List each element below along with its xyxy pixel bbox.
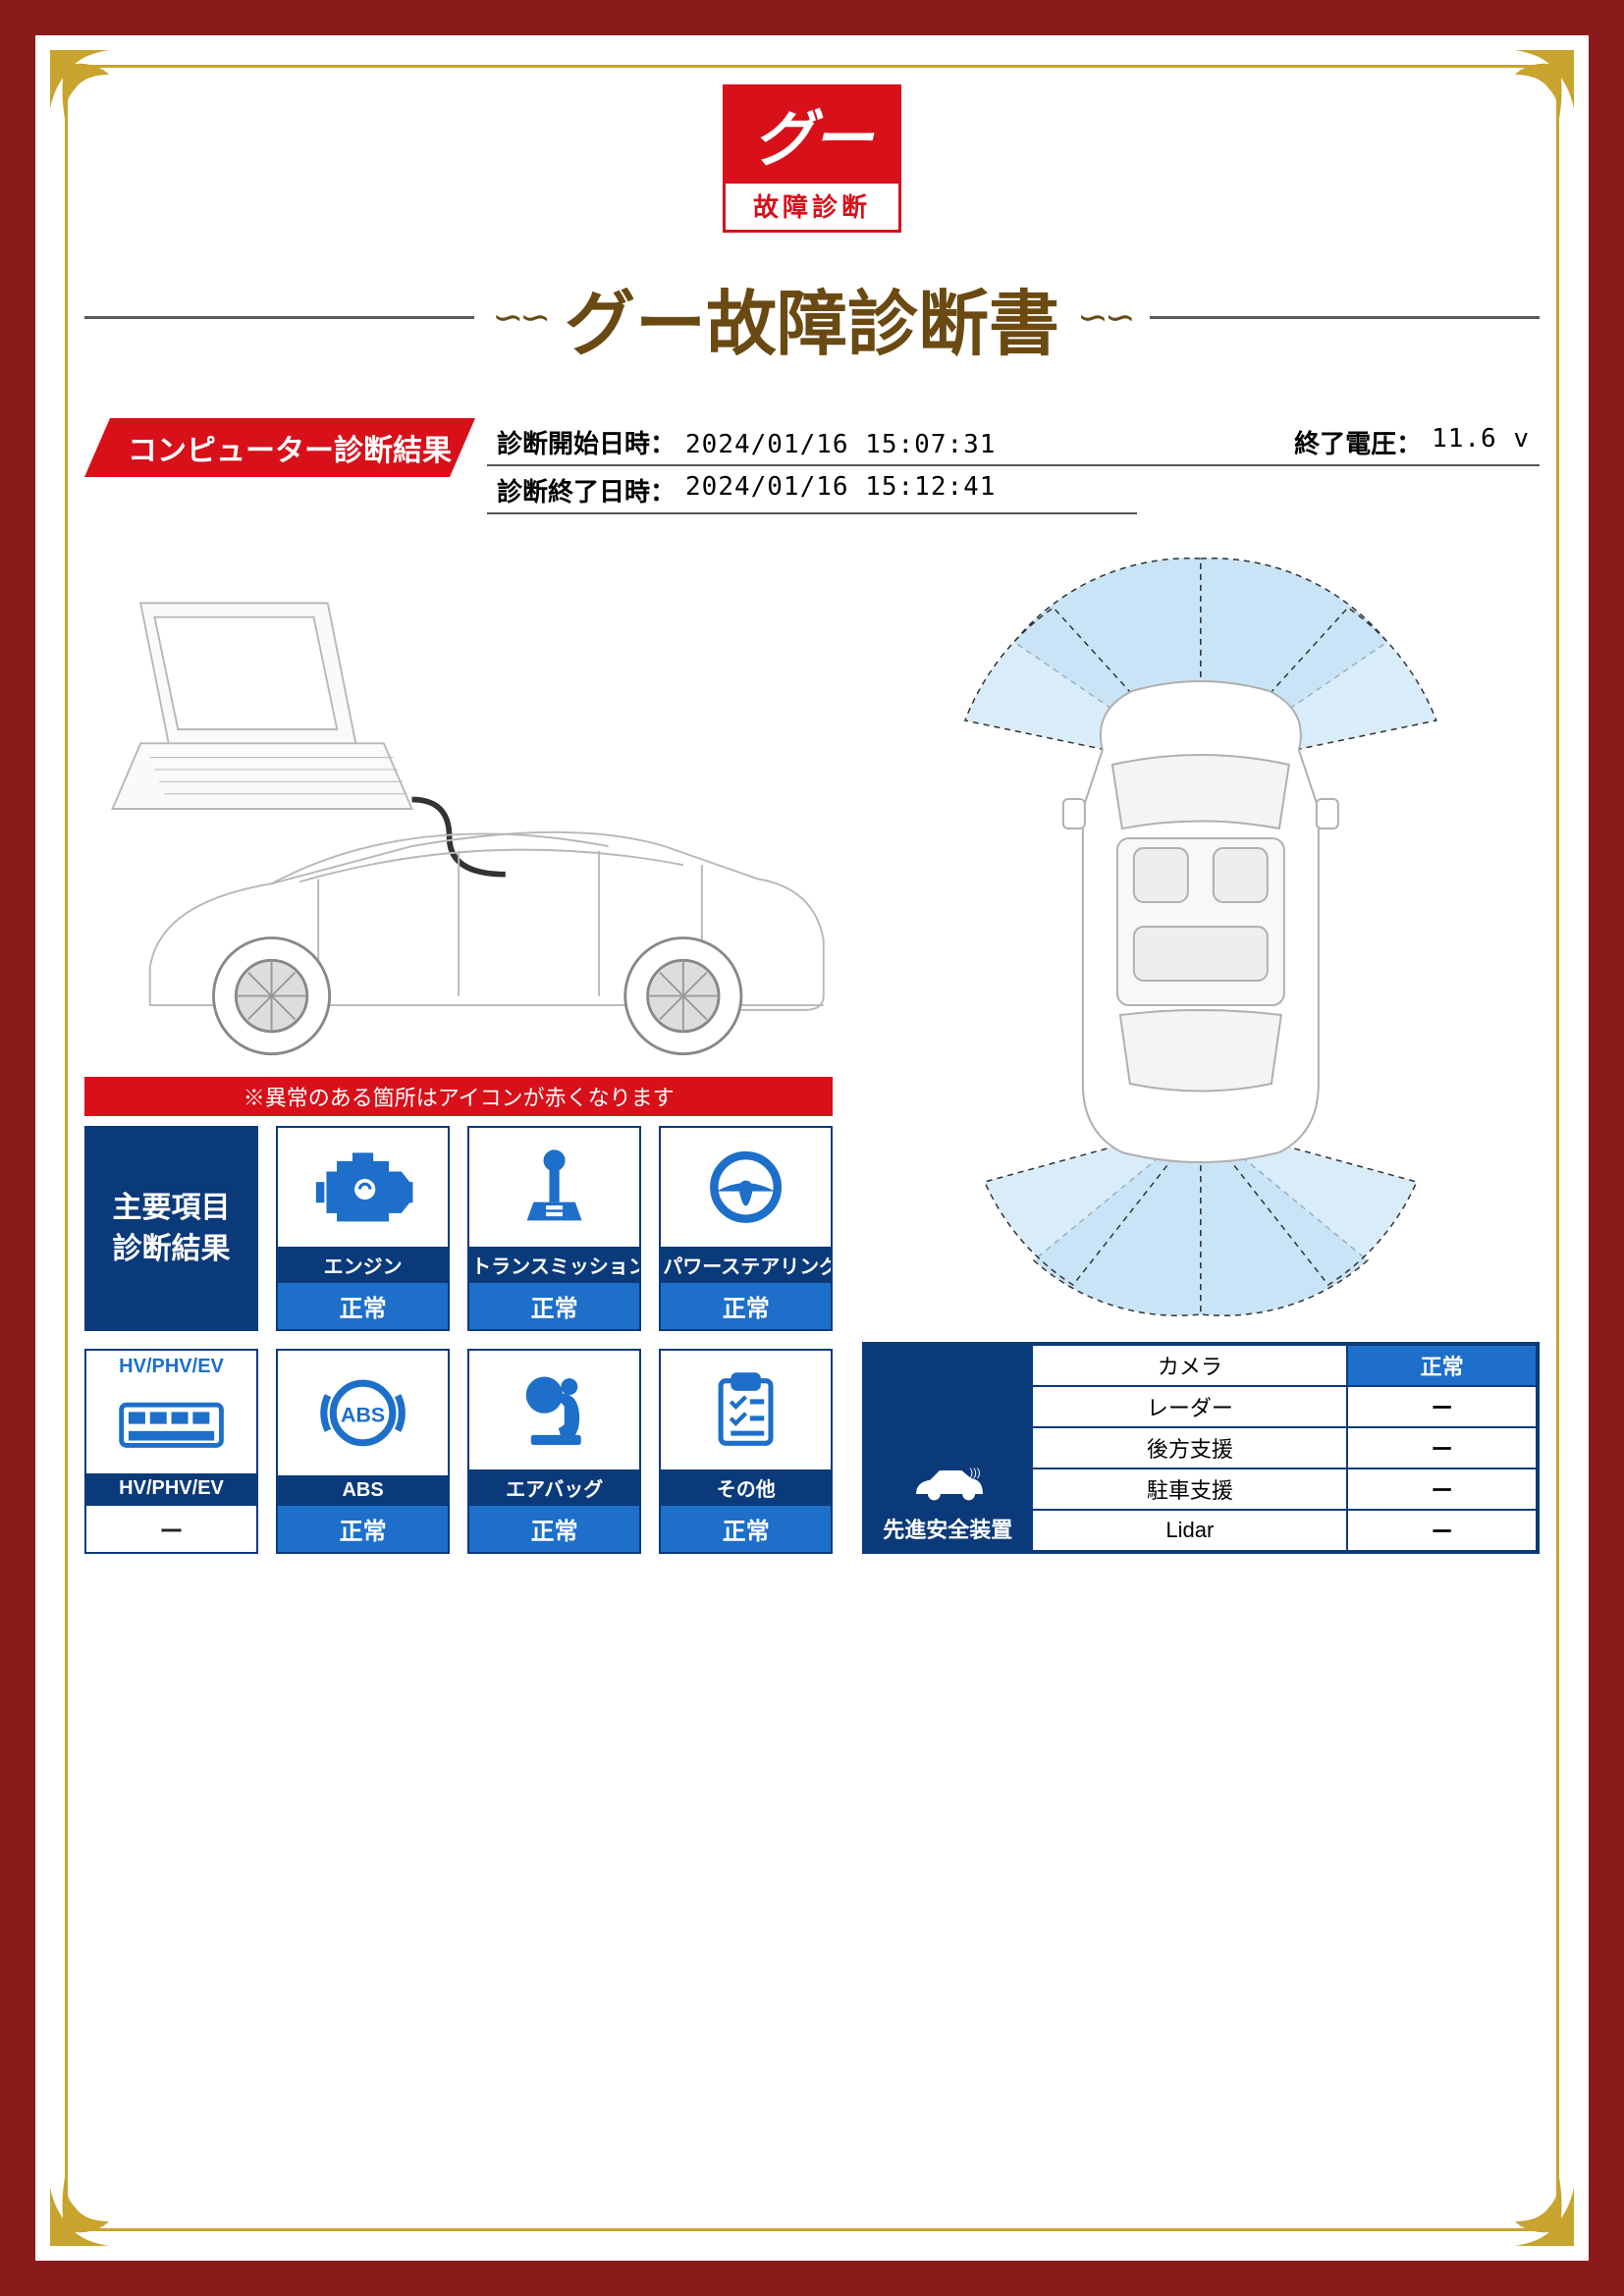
flourish-icon: ∽∽ xyxy=(492,295,547,340)
tile-transmission-label: トランスミッション xyxy=(469,1247,639,1283)
brand-logo-text: グー xyxy=(726,87,898,184)
hv-top-text: HV/PHV/EV xyxy=(119,1356,224,1378)
flourish-icon: ∽∽ xyxy=(1077,295,1132,340)
hv-icon: HV/PHV/EV xyxy=(86,1351,256,1473)
safety-parking-name: 駐車支援 xyxy=(1032,1468,1347,1510)
safety-radar-name: レーダー xyxy=(1032,1386,1347,1427)
car-top-sensor-icon xyxy=(862,554,1540,1319)
meta-end-value: 2024/01/16 15:12:41 xyxy=(685,472,996,508)
svg-text:))): ))) xyxy=(970,1468,981,1479)
safety-camera-status: 正常 xyxy=(1347,1345,1537,1386)
safety-row-parking: 駐車支援 ー xyxy=(1032,1468,1537,1510)
meta-voltage-label: 終了電圧： xyxy=(1294,424,1422,460)
safety-row-rear: 後方支援 ー xyxy=(1032,1427,1537,1468)
tile-airbag-label: エアバッグ xyxy=(469,1469,639,1506)
corner-ornament-icon xyxy=(45,45,143,143)
tile-hvphvev-label: HV/PHV/EV xyxy=(86,1473,256,1504)
tile-engine-status: 正常 xyxy=(278,1283,448,1329)
tile-engine-label: エンジン xyxy=(278,1247,448,1283)
tile-hvphvev-status: ー xyxy=(86,1504,256,1552)
tile-hvphvev: HV/PHV/EV HV/PHV/EV ー xyxy=(84,1349,258,1554)
svg-text:ABS: ABS xyxy=(341,1404,385,1427)
tile-powersteering-status: 正常 xyxy=(661,1283,831,1329)
section-badge: コンピューター診断結果 xyxy=(84,418,475,477)
safety-row-lidar: Lidar ー xyxy=(1032,1510,1537,1551)
tile-abs-status: 正常 xyxy=(278,1506,448,1552)
tile-abs-label: ABS xyxy=(278,1475,448,1506)
safety-camera-name: カメラ xyxy=(1032,1345,1347,1386)
car-side-wireframe-icon xyxy=(84,554,833,1064)
main-content: ※異常のある箇所はアイコンが赤くなります 主要項目 診断結果 xyxy=(84,554,1540,1554)
clipboard-icon xyxy=(661,1351,831,1469)
meta-voltage-value: 11.6 v xyxy=(1432,424,1530,460)
tile-transmission: トランスミッション 正常 xyxy=(467,1126,641,1331)
safety-row-radar: レーダー ー xyxy=(1032,1386,1537,1427)
tile-other-label: その他 xyxy=(661,1469,831,1506)
tile-powersteering: パワーステアリング 正常 xyxy=(659,1126,833,1331)
safety-lidar-status: ー xyxy=(1347,1510,1537,1551)
section-header: コンピューター診断結果 診断開始日時： 2024/01/16 15:07:31 … xyxy=(84,418,1540,514)
tile-airbag-status: 正常 xyxy=(469,1506,639,1552)
corner-ornament-icon xyxy=(1481,2153,1579,2251)
brand-logo: グー 故障診断 xyxy=(84,84,1540,233)
corner-ornament-icon xyxy=(1481,45,1579,143)
safety-row-camera: カメラ 正常 xyxy=(1032,1345,1537,1386)
tile-abs: ABS ABS 正常 xyxy=(276,1349,450,1554)
safety-rear-status: ー xyxy=(1347,1427,1537,1468)
meta-start-value: 2024/01/16 15:07:31 xyxy=(685,430,996,459)
car-side-small-icon: ))) xyxy=(908,1458,987,1507)
meta-table: 診断開始日時： 2024/01/16 15:07:31 終了電圧： 11.6 v… xyxy=(487,418,1540,514)
left-column: ※異常のある箇所はアイコンが赤くなります 主要項目 診断結果 xyxy=(84,554,833,1554)
meta-row-end: 診断終了日時： 2024/01/16 15:12:41 xyxy=(487,466,1137,514)
inner-frame: グー 故障診断 ∽∽ グー故障診断書 ∽∽ コンピューター診断結果 診断開始日時… xyxy=(35,35,1589,2261)
safety-header-label: 先進安全装置 xyxy=(883,1513,1012,1544)
corner-ornament-icon xyxy=(45,2153,143,2251)
document-title-row: ∽∽ グー故障診断書 ∽∽ xyxy=(84,266,1540,369)
tile-transmission-status: 正常 xyxy=(469,1283,639,1329)
tile-airbag: エアバッグ 正常 xyxy=(467,1349,641,1554)
meta-row-start: 診断開始日時： 2024/01/16 15:07:31 終了電圧： 11.6 v xyxy=(487,418,1540,466)
tile-header: 主要項目 診断結果 xyxy=(84,1126,258,1331)
safety-radar-status: ー xyxy=(1347,1386,1537,1427)
legend-banner: ※異常のある箇所はアイコンが赤くなります xyxy=(84,1077,833,1116)
meta-end-label: 診断終了日時： xyxy=(497,472,676,508)
tile-other-status: 正常 xyxy=(661,1506,831,1552)
certificate-page: グー 故障診断 ∽∽ グー故障診断書 ∽∽ コンピューター診断結果 診断開始日時… xyxy=(0,0,1624,2296)
transmission-icon xyxy=(469,1128,639,1247)
safety-parking-status: ー xyxy=(1347,1468,1537,1510)
safety-table: ))) 先進安全装置 カメラ 正常 レーダー ー xyxy=(862,1342,1540,1554)
steering-icon xyxy=(661,1128,831,1247)
tile-other: その他 正常 xyxy=(659,1349,833,1554)
airbag-icon xyxy=(469,1351,639,1469)
tile-header-line2: 診断結果 xyxy=(113,1229,231,1270)
tile-header-line1: 主要項目 xyxy=(113,1188,231,1229)
engine-icon xyxy=(278,1128,448,1247)
diagnosis-tiles: 主要項目 診断結果 エンジン 正常 xyxy=(84,1126,833,1554)
tile-engine: エンジン 正常 xyxy=(276,1126,450,1331)
right-column: ))) 先進安全装置 カメラ 正常 レーダー ー xyxy=(862,554,1540,1554)
safety-lidar-name: Lidar xyxy=(1032,1510,1347,1551)
document-title: グー故障診断書 xyxy=(565,266,1059,369)
safety-rear-name: 後方支援 xyxy=(1032,1427,1347,1468)
abs-icon: ABS xyxy=(278,1351,448,1475)
safety-header: ))) 先進安全装置 xyxy=(864,1344,1031,1552)
tile-powersteering-label: パワーステアリング xyxy=(661,1247,831,1283)
meta-start-label: 診断開始日時： xyxy=(497,424,676,460)
brand-logo-subtext: 故障診断 xyxy=(726,184,898,230)
